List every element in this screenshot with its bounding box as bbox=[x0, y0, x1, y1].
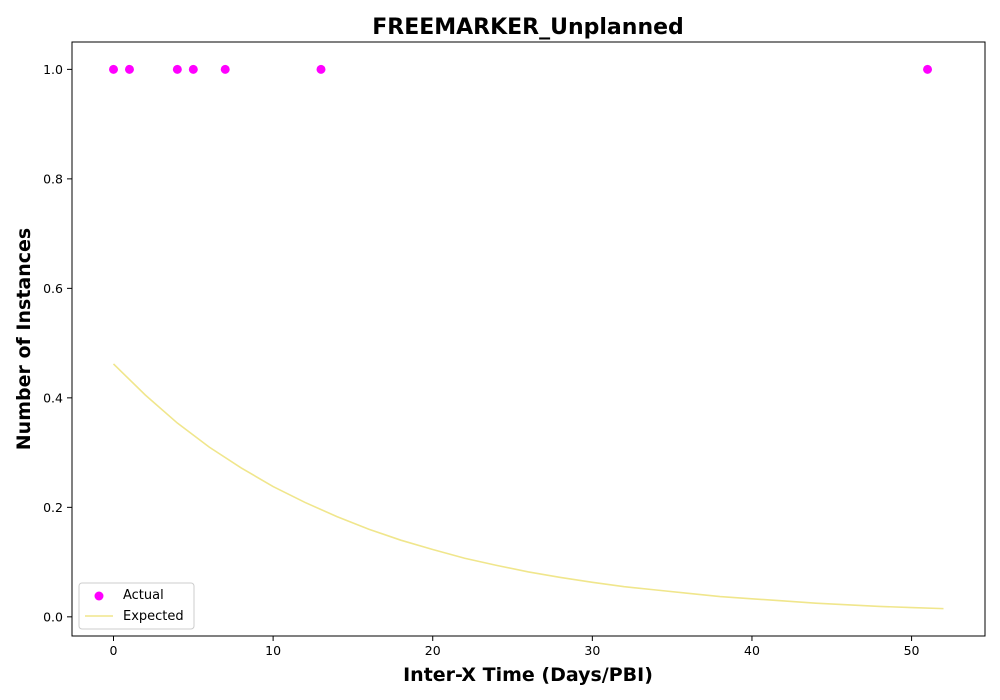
x-tick-label: 20 bbox=[425, 643, 441, 658]
actual-point bbox=[316, 64, 326, 74]
chart-title: FREEMARKER_Unplanned bbox=[372, 15, 684, 40]
actual-point bbox=[220, 64, 230, 74]
x-tick-label: 0 bbox=[110, 643, 118, 658]
x-tick-label: 30 bbox=[584, 643, 600, 658]
x-tick-label: 50 bbox=[904, 643, 920, 658]
actual-point bbox=[923, 64, 933, 74]
y-axis: 0.0 0.2 0.4 0.6 0.8 1.0 bbox=[43, 62, 72, 624]
series-layer bbox=[109, 64, 944, 610]
actual-point bbox=[188, 64, 198, 74]
legend: Actual Expected bbox=[78, 582, 195, 630]
y-tick-label: 0.4 bbox=[43, 390, 63, 405]
y-tick-label: 1.0 bbox=[43, 62, 63, 77]
y-axis-label: Number of Instances bbox=[13, 228, 35, 450]
y-tick-label: 0.8 bbox=[43, 171, 63, 186]
legend-box bbox=[78, 582, 195, 630]
legend-actual-label: Actual bbox=[123, 588, 164, 603]
expected-line bbox=[112, 363, 944, 610]
actual-point bbox=[124, 64, 134, 74]
x-tick-label: 10 bbox=[265, 643, 281, 658]
x-tick-label: 40 bbox=[744, 643, 760, 658]
y-tick-label: 0.2 bbox=[43, 500, 63, 515]
x-axis-label: Inter-X Time (Days/PBI) bbox=[403, 664, 653, 686]
actual-point bbox=[172, 64, 182, 74]
y-tick-label: 0.6 bbox=[43, 281, 63, 296]
y-tick-label: 0.0 bbox=[43, 609, 63, 624]
plot-area bbox=[71, 41, 986, 637]
legend-actual-marker bbox=[94, 591, 104, 601]
x-axis: 0 10 20 30 40 50 bbox=[110, 636, 920, 658]
actual-point bbox=[109, 64, 118, 74]
legend-expected-label: Expected bbox=[123, 609, 184, 624]
